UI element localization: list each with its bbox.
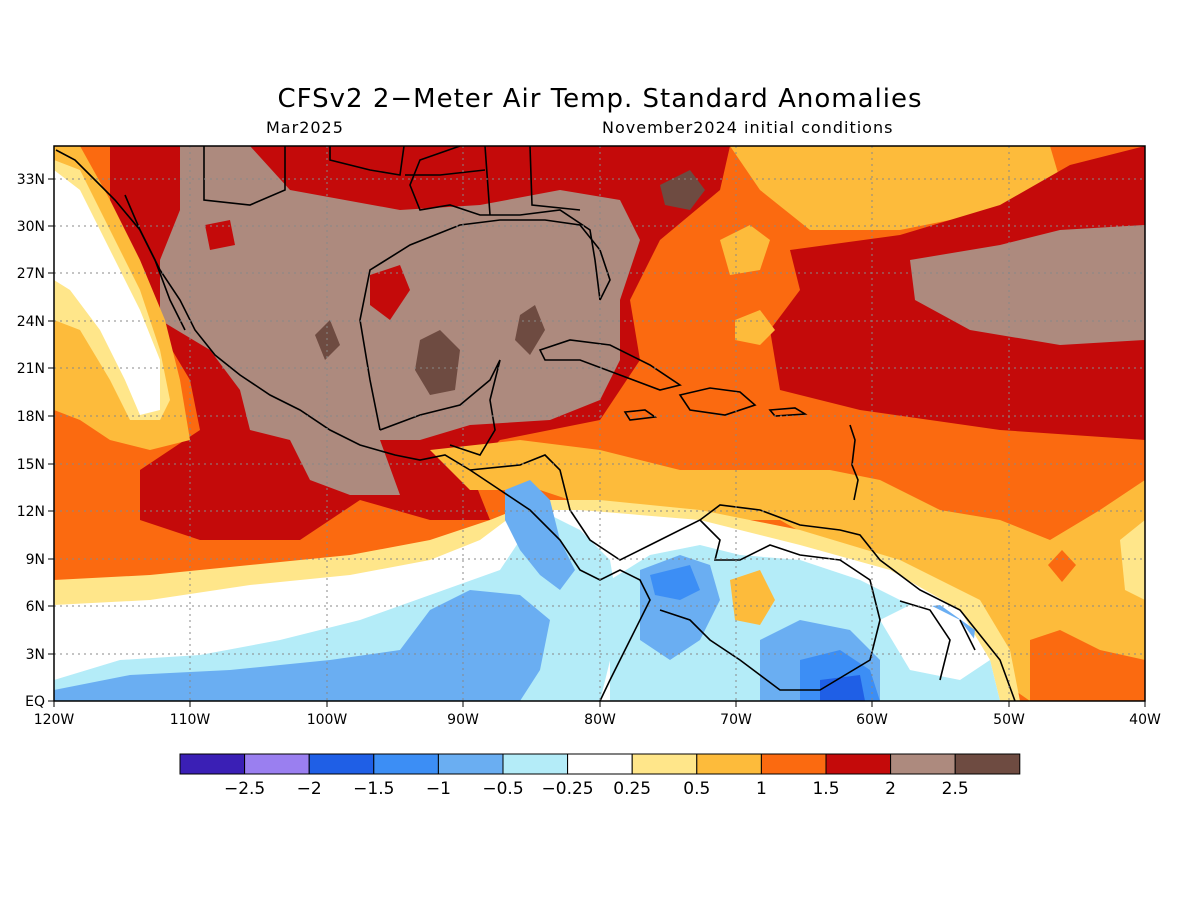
legend-swatch	[567, 753, 633, 775]
graticule	[54, 146, 1145, 701]
lat-tick-label: 6N	[26, 599, 45, 615]
legend-swatch	[373, 753, 439, 775]
field-cool-1.5-brazil	[820, 675, 865, 701]
legend-swatch	[502, 753, 569, 775]
lat-tick-label: 3N	[26, 647, 45, 663]
lesser-antilles	[849, 424, 859, 501]
legend-label: 1.5	[812, 779, 839, 799]
cuba	[538, 339, 682, 391]
field-2.5-atlantic	[910, 225, 1145, 345]
hispaniola	[678, 387, 757, 416]
lat-tick-label: 27N	[17, 266, 45, 282]
legend-label: 2.5	[942, 779, 969, 799]
legend-label: 1	[756, 779, 767, 799]
lat-tick-label: 30N	[17, 219, 45, 235]
init-conditions-label: November2024 initial conditions	[602, 118, 894, 137]
lat-tick-label: 18N	[17, 409, 45, 425]
lon-tick-label: 80W	[584, 712, 616, 728]
field-gt2.5-spot-c	[415, 330, 460, 395]
southeast-us-coast	[409, 146, 601, 301]
legend-label: −2	[297, 779, 322, 799]
lon-tick-label: 110W	[170, 712, 211, 728]
legend-label: 2	[885, 779, 896, 799]
legend-label: −1	[426, 779, 451, 799]
field-cool-0.5-central-america	[505, 480, 575, 590]
map-title: CFSv2 2−Meter Air Temp. Standard Anomali…	[277, 84, 923, 114]
legend-label: −1.5	[353, 779, 394, 799]
latitude-axis: 33N 30N 27N 24N 21N 18N 15N 12N 9N 6N 3N EQ	[17, 172, 54, 710]
field-1-1.5-se	[1030, 630, 1145, 701]
field-neutral-guiana	[880, 600, 990, 680]
legend-swatch	[825, 753, 892, 775]
legend-swatch	[696, 753, 762, 775]
lat-tick-label: 33N	[17, 172, 45, 188]
valid-month-label: Mar2025	[266, 118, 344, 137]
baja-california	[124, 194, 186, 331]
legend-label: 0.25	[613, 779, 651, 799]
field-0.5-1-north	[730, 146, 1060, 230]
field-2-mex-spot	[205, 220, 235, 250]
us-state-borders	[203, 146, 581, 216]
legend-label: −0.5	[482, 779, 523, 799]
lon-tick-label: 90W	[447, 712, 479, 728]
lat-tick-label: 15N	[17, 457, 45, 473]
lat-tick-label: 9N	[26, 552, 45, 568]
field-warm-spot-venezuela	[730, 570, 775, 625]
lon-tick-label: 100W	[307, 712, 348, 728]
field-neutral-pacific	[54, 170, 160, 415]
south-america-borders	[659, 519, 881, 691]
gulf-coast	[359, 219, 611, 431]
yucatan-coast	[379, 359, 501, 456]
field-0.25-0.5-east	[1120, 520, 1145, 600]
field-cool-0.5-pacific	[54, 590, 550, 701]
legend-swatch	[437, 753, 504, 775]
field-spot-1	[720, 225, 770, 275]
legend-swatch	[954, 753, 1021, 775]
lat-tick-label: 12N	[17, 504, 45, 520]
legend-label: −0.25	[542, 779, 594, 799]
color-legend: −2.5 −2 −1.5 −1 −0.5 −0.25 0.25 0.5 1 1.5 2 2.5	[179, 753, 1021, 799]
lat-tick-label: 24N	[17, 314, 45, 330]
jamaica	[623, 409, 658, 421]
legend-swatch	[179, 753, 246, 775]
guiana-borders	[899, 600, 976, 681]
field-1-1.5-spot	[1048, 550, 1076, 582]
lon-tick-label: 50W	[993, 712, 1025, 728]
lon-tick-label: 70W	[720, 712, 752, 728]
anomaly-field	[54, 146, 1145, 701]
legend-swatch	[890, 753, 956, 775]
field-gt2.5-spot-a	[660, 170, 705, 210]
lon-tick-label: 40W	[1129, 712, 1161, 728]
legend-swatch	[244, 753, 310, 775]
lon-tick-label: 60W	[856, 712, 888, 728]
lat-tick-label: EQ	[25, 694, 45, 710]
legend-label: −2.5	[224, 779, 265, 799]
puerto-rico	[768, 407, 808, 417]
lon-tick-label: 120W	[34, 712, 75, 728]
field-cool-1-colombia	[650, 565, 700, 600]
coastlines	[55, 146, 1016, 701]
caribbean-south-coast	[469, 454, 1016, 701]
field-2-gulf-spot	[370, 265, 410, 320]
lat-tick-label: 21N	[17, 361, 45, 377]
field-spot-2	[735, 310, 775, 345]
legend-swatch	[631, 753, 698, 775]
field-2.5-mexico-gulf	[160, 146, 640, 495]
longitude-axis: 120W 110W 100W 90W 80W 70W 60W 50W 40W	[34, 701, 1161, 728]
legend-swatch	[760, 753, 827, 775]
legend-label: 0.5	[683, 779, 710, 799]
field-gt2.5-spot-d	[515, 305, 545, 355]
legend-swatch	[308, 753, 375, 775]
